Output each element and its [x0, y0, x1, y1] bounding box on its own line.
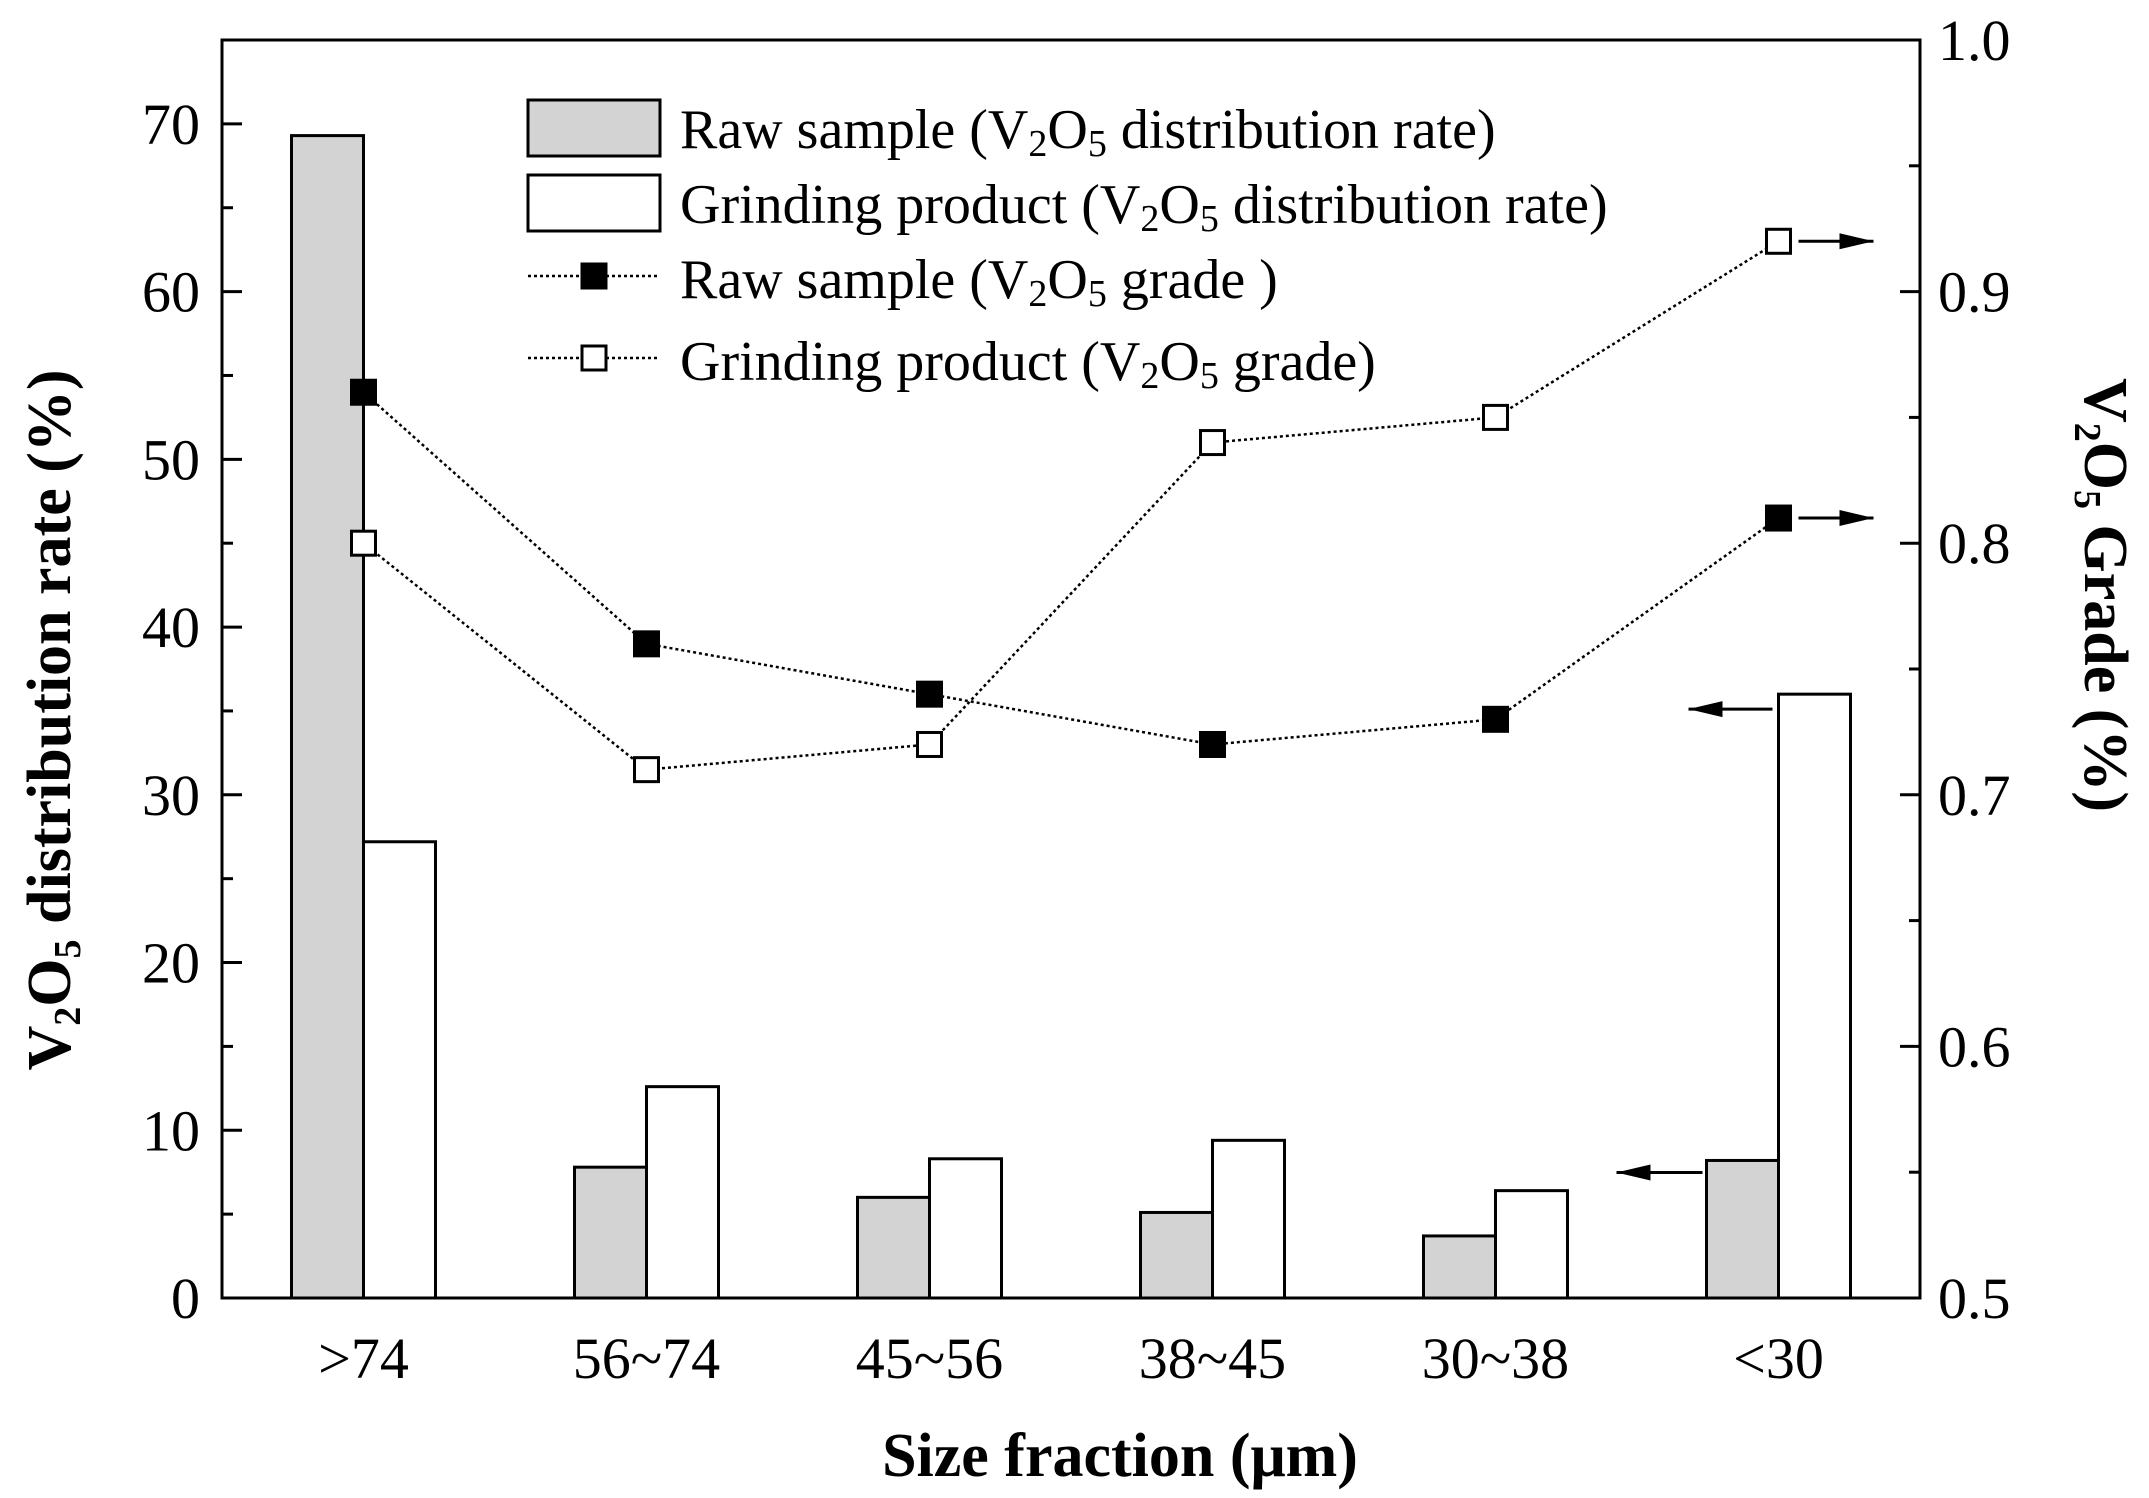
marker-grinding-5	[1765, 227, 1792, 255]
marker-raw-0	[350, 378, 377, 406]
x-tick-label: 56~74	[573, 1326, 720, 1391]
marker-raw-5	[1765, 504, 1792, 532]
bar-grinding-4	[1494, 1189, 1569, 1300]
x-tick-label: >74	[318, 1326, 409, 1391]
arrow-raw-grade-head	[1839, 510, 1874, 527]
legend-swatch-1	[526, 173, 662, 233]
marker-grinding-4	[1482, 403, 1509, 431]
x-tick-label: 38~45	[1139, 1326, 1286, 1391]
bar-raw-3	[1139, 1210, 1214, 1300]
marker-grinding-3	[1199, 429, 1226, 457]
bar-raw-5	[1705, 1158, 1780, 1300]
y-tick-label: 40	[142, 595, 200, 660]
legend-label-2: Raw sample (V2O5 grade )	[680, 249, 1278, 315]
y-tick-label: 30	[142, 763, 200, 828]
legend: Raw sample (V2O5 distribution rate) Grind…	[526, 98, 1608, 397]
y-right-tick-label: 0.9	[1938, 260, 2011, 325]
bar-raw-0	[290, 134, 365, 1300]
y-tick-label: 70	[142, 92, 200, 157]
lines-layer	[350, 227, 1792, 784]
marker-grinding-0	[350, 529, 377, 557]
arrows-layer	[1616, 233, 1874, 1181]
y-right-tick-label: 0.5	[1938, 1266, 2011, 1331]
x-tick-label: 45~56	[856, 1326, 1003, 1391]
legend-label-0: Raw sample (V2O5 distribution rate)	[680, 99, 1496, 165]
y-tick-label: 0	[171, 1266, 200, 1331]
bar-raw-1	[573, 1165, 648, 1300]
y-tick-label: 50	[142, 427, 200, 492]
y-tick-label: 20	[142, 931, 200, 996]
legend-marker-3	[580, 344, 608, 372]
bars-layer	[290, 134, 1852, 1300]
legend-label-3: Grinding product (V2O5 grade)	[680, 331, 1376, 397]
legend-label-1: Grinding product (V2O5 distribution rate…	[680, 174, 1608, 240]
bar-grinding-1	[645, 1085, 720, 1300]
bar-raw-2	[856, 1195, 931, 1300]
marker-raw-3	[1199, 730, 1226, 758]
marker-raw-1	[633, 630, 660, 658]
line-raw	[362, 391, 1780, 746]
legend-marker-2	[580, 262, 608, 290]
bar-grinding-0	[362, 840, 437, 1300]
y-axis-right-title: V2O5 Grade (%)	[2066, 378, 2139, 812]
legend-swatch-0	[526, 98, 662, 158]
marker-raw-2	[916, 680, 943, 708]
y-tick-label: 60	[142, 260, 200, 325]
y-right-tick-label: 1.0	[1938, 8, 2011, 73]
bar-raw-4	[1422, 1234, 1497, 1300]
ticks-layer: 0 10 20 30 40 50 60 70 0.5 0.6 0.7 0.8 0.9 1.0 >74 56~7…	[142, 8, 2011, 1391]
marker-grinding-1	[633, 756, 660, 784]
bar-grinding-5	[1777, 692, 1852, 1300]
y-axis-title: V2O5 distribution rate (%)	[16, 369, 89, 1070]
marker-raw-4	[1482, 705, 1509, 733]
arrow-grinding-bar-head	[1688, 701, 1723, 718]
y-tick-label: 10	[142, 1098, 200, 1163]
line-grinding	[362, 240, 1780, 771]
marker-grinding-2	[916, 730, 943, 758]
x-axis-title: Size fraction (μm)	[882, 1422, 1358, 1490]
y-right-tick-label: 0.6	[1938, 1014, 2011, 1079]
arrow-raw-bar-head	[1616, 1164, 1651, 1181]
arrow-grinding-grade-head	[1839, 233, 1874, 250]
bar-grinding-2	[928, 1157, 1003, 1300]
x-tick-label: 30~38	[1422, 1326, 1569, 1391]
y-right-tick-label: 0.8	[1938, 511, 2011, 576]
bar-grinding-3	[1211, 1138, 1286, 1300]
y-right-tick-label: 0.7	[1938, 763, 2011, 828]
x-tick-label: <30	[1733, 1326, 1824, 1391]
